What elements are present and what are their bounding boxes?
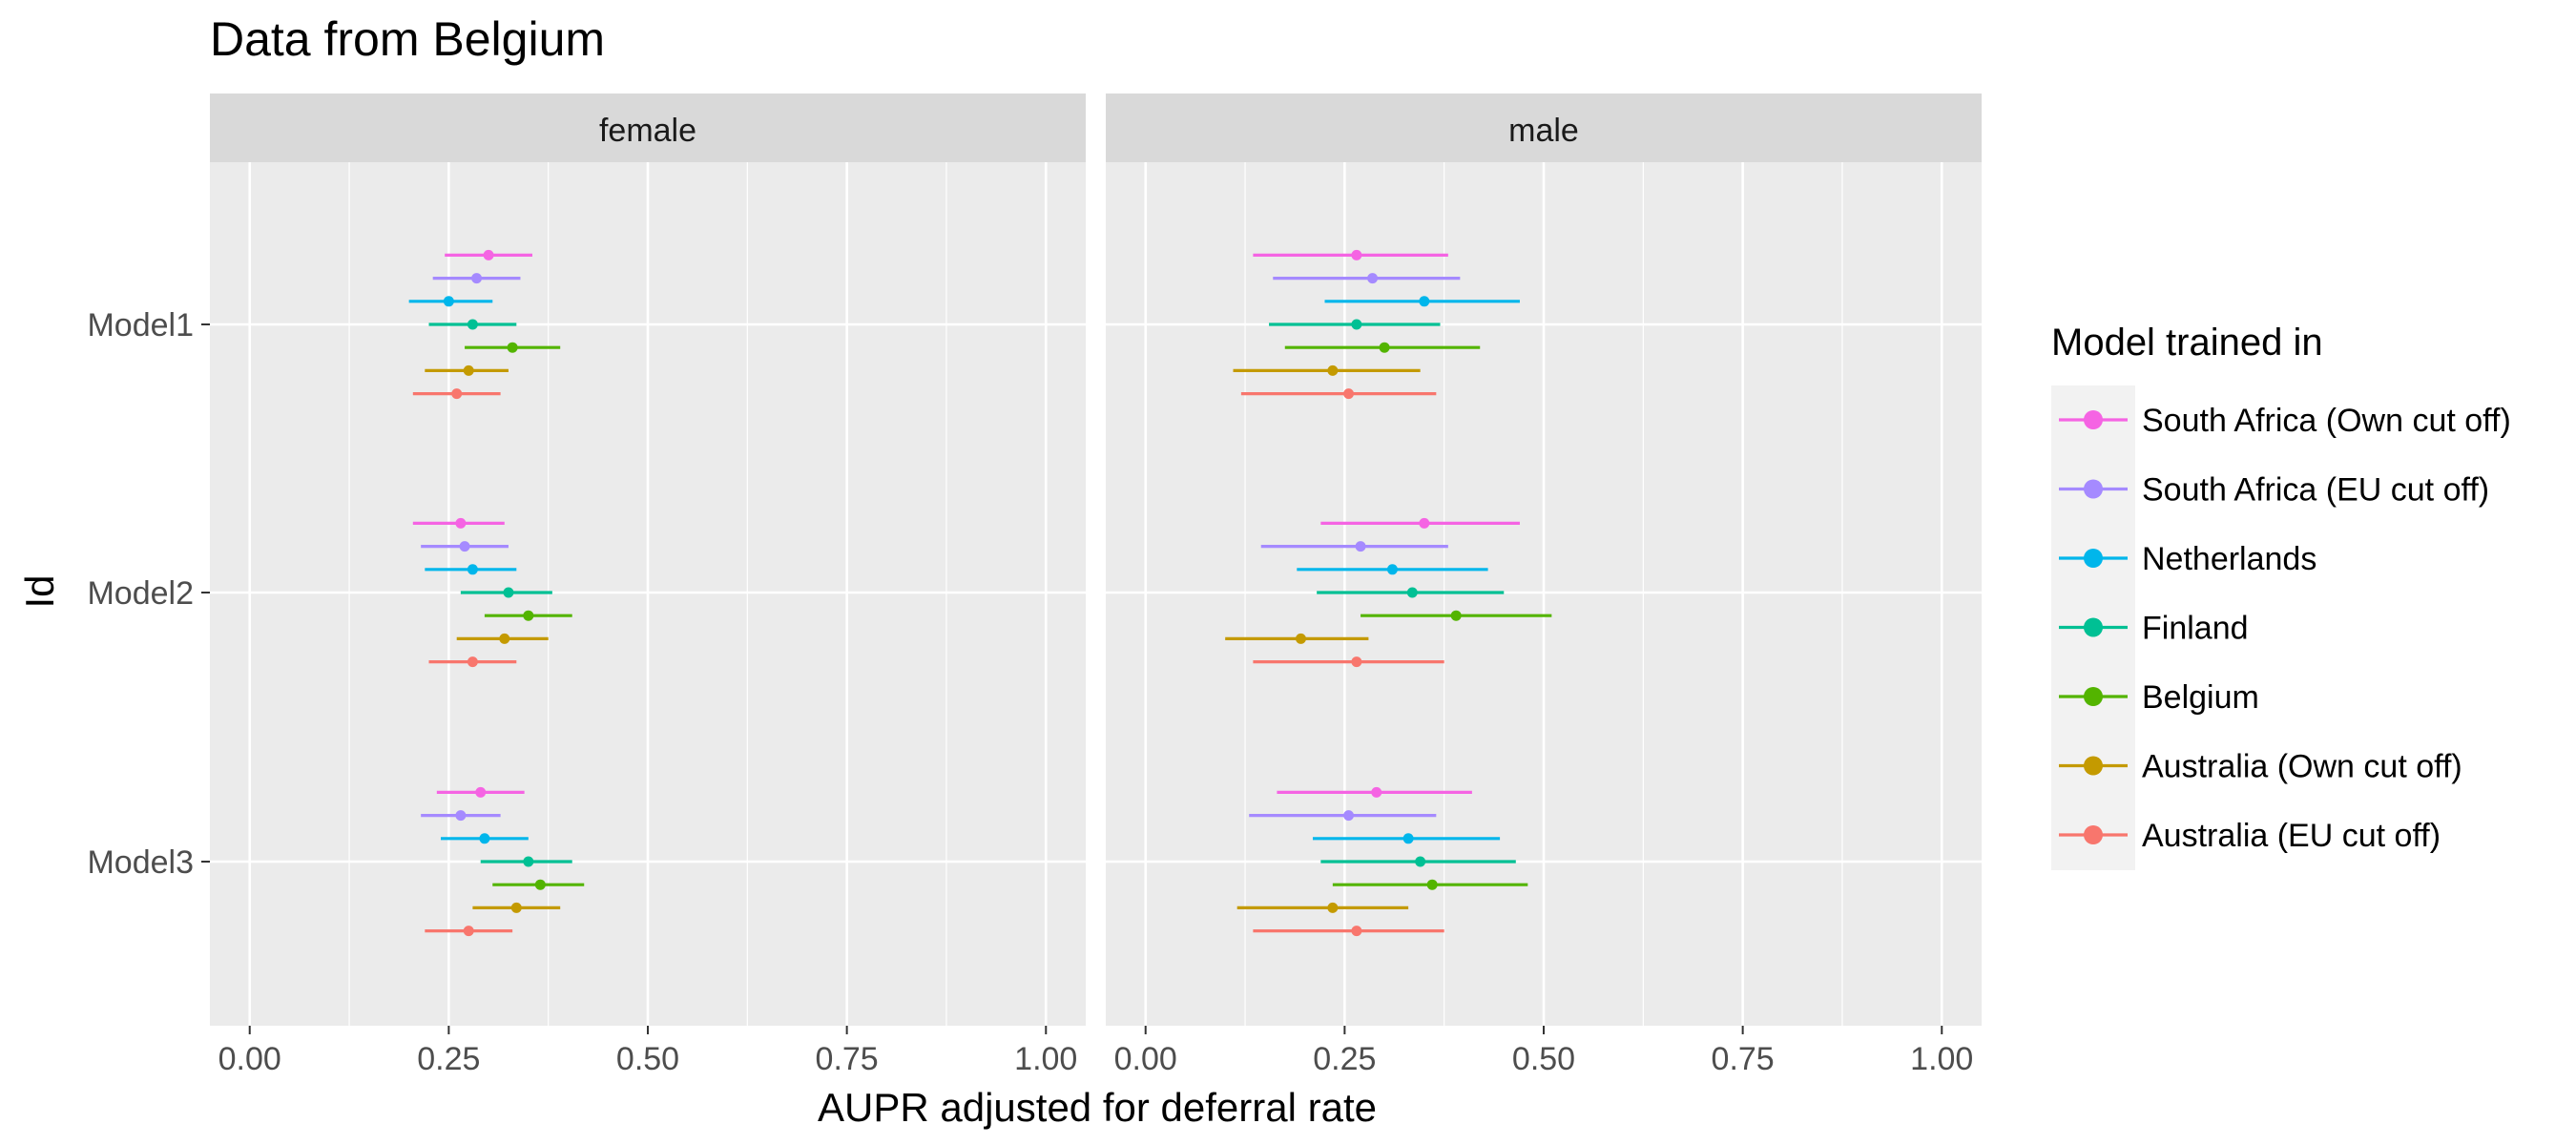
point-estimate [523, 856, 534, 867]
facet-panel-female: female 0.00 0.25 0.50 0.75 1.00 [210, 94, 1086, 1077]
legend-label: Australia (EU cut off) [2142, 818, 2441, 854]
point-estimate [1426, 879, 1438, 890]
point-estimate [467, 564, 478, 575]
point-estimate [1386, 564, 1398, 575]
point-estimate [499, 633, 510, 644]
point-estimate [1355, 541, 1366, 552]
legend-key-point [2084, 479, 2103, 499]
point-estimate [463, 364, 474, 376]
legend-label: Australia (Own cut off) [2142, 749, 2462, 785]
legend-key-point [2084, 825, 2103, 844]
y-tick-label: Model3 [87, 844, 194, 881]
point-estimate [1327, 364, 1339, 376]
facet-label: male [1508, 113, 1579, 149]
point-estimate [1343, 810, 1355, 822]
facet-label: female [599, 113, 696, 149]
point-estimate [1367, 273, 1379, 284]
point-estimate [1327, 902, 1339, 913]
point-estimate [503, 587, 514, 598]
legend-key-point [2084, 617, 2103, 637]
point-estimate [523, 610, 534, 621]
legend-item: Netherlands [2059, 541, 2316, 577]
x-tick-label: 0.25 [417, 1041, 480, 1077]
legend-label: Netherlands [2142, 541, 2316, 577]
point-estimate [1419, 296, 1430, 307]
legend-item: Australia (EU cut off) [2059, 818, 2441, 854]
facet-strip [1106, 94, 1982, 162]
point-estimate [463, 926, 474, 937]
point-estimate [1351, 656, 1362, 668]
x-tick-label: 0.25 [1313, 1041, 1376, 1077]
legend-item: Finland [2059, 611, 2249, 647]
y-tick-label: Model2 [87, 575, 194, 612]
point-estimate [1295, 633, 1306, 644]
point-estimate [1406, 587, 1418, 598]
legend-key-point [2084, 687, 2103, 706]
legend-label: Belgium [2142, 679, 2259, 716]
point-estimate [1343, 388, 1355, 400]
y-tick-label: Model1 [87, 307, 194, 344]
legend-title: Model trained in [2051, 322, 2323, 364]
legend-item: South Africa (EU cut off) [2059, 472, 2489, 509]
point-estimate [1351, 249, 1362, 260]
point-estimate [534, 879, 546, 890]
point-estimate [471, 273, 483, 284]
point-estimate [459, 541, 470, 552]
x-tick-label: 0.50 [616, 1041, 679, 1077]
point-estimate [479, 833, 490, 844]
legend: Model trained in South Africa (Own cut o… [2051, 322, 2511, 870]
point-estimate [483, 249, 494, 260]
x-tick-label: 1.00 [1910, 1041, 1973, 1077]
x-tick-label: 0.75 [816, 1041, 879, 1077]
point-estimate [455, 517, 467, 529]
point-estimate [510, 902, 522, 913]
point-estimate [451, 388, 463, 400]
legend-key-point [2084, 410, 2103, 429]
point-estimate [455, 810, 467, 822]
point-estimate [467, 319, 478, 330]
point-estimate [1415, 856, 1426, 867]
x-tick-label: 0.00 [218, 1041, 281, 1077]
legend-label: South Africa (EU cut off) [2142, 472, 2489, 509]
legend-item: Australia (Own cut off) [2059, 749, 2462, 785]
x-axis-label: AUPR adjusted for deferral rate [818, 1085, 1377, 1130]
legend-key-point [2084, 756, 2103, 776]
x-tick-label: 0.75 [1712, 1041, 1775, 1077]
point-estimate [1371, 786, 1382, 798]
point-estimate [467, 656, 478, 668]
legend-label: Finland [2142, 611, 2249, 647]
point-estimate [1379, 342, 1390, 353]
x-tick-label: 1.00 [1014, 1041, 1077, 1077]
facet-panel-male: male 0.00 0.25 0.50 0.75 1.00 [1106, 94, 1982, 1077]
point-estimate [475, 786, 487, 798]
legend-item: Belgium [2059, 679, 2259, 716]
x-tick-label: 0.50 [1512, 1041, 1575, 1077]
point-estimate [1351, 926, 1362, 937]
facet-strip [210, 94, 1086, 162]
point-estimate [1419, 517, 1430, 529]
point-estimate [1450, 610, 1462, 621]
legend-label: South Africa (Own cut off) [2142, 403, 2511, 439]
legend-key-point [2084, 549, 2103, 568]
point-estimate [1402, 833, 1414, 844]
point-estimate [507, 342, 518, 353]
chart-title: Data from Belgium [210, 12, 605, 66]
y-axis-label: Id [17, 574, 62, 608]
x-tick-label: 0.00 [1114, 1041, 1177, 1077]
point-estimate [443, 296, 454, 307]
legend-item: South Africa (Own cut off) [2059, 403, 2511, 439]
point-estimate [1351, 319, 1362, 330]
